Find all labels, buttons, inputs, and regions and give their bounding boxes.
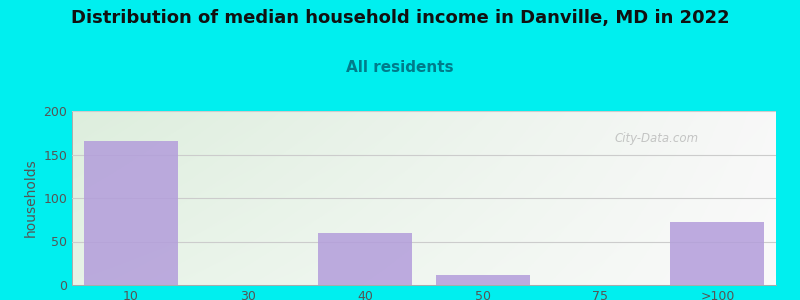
Text: Distribution of median household income in Danville, MD in 2022: Distribution of median household income … xyxy=(70,9,730,27)
Bar xyxy=(84,141,178,285)
Bar xyxy=(318,233,412,285)
Bar xyxy=(670,222,764,285)
Text: City-Data.com: City-Data.com xyxy=(614,132,698,145)
Text: All residents: All residents xyxy=(346,60,454,75)
Bar xyxy=(436,274,530,285)
Y-axis label: households: households xyxy=(24,159,38,237)
